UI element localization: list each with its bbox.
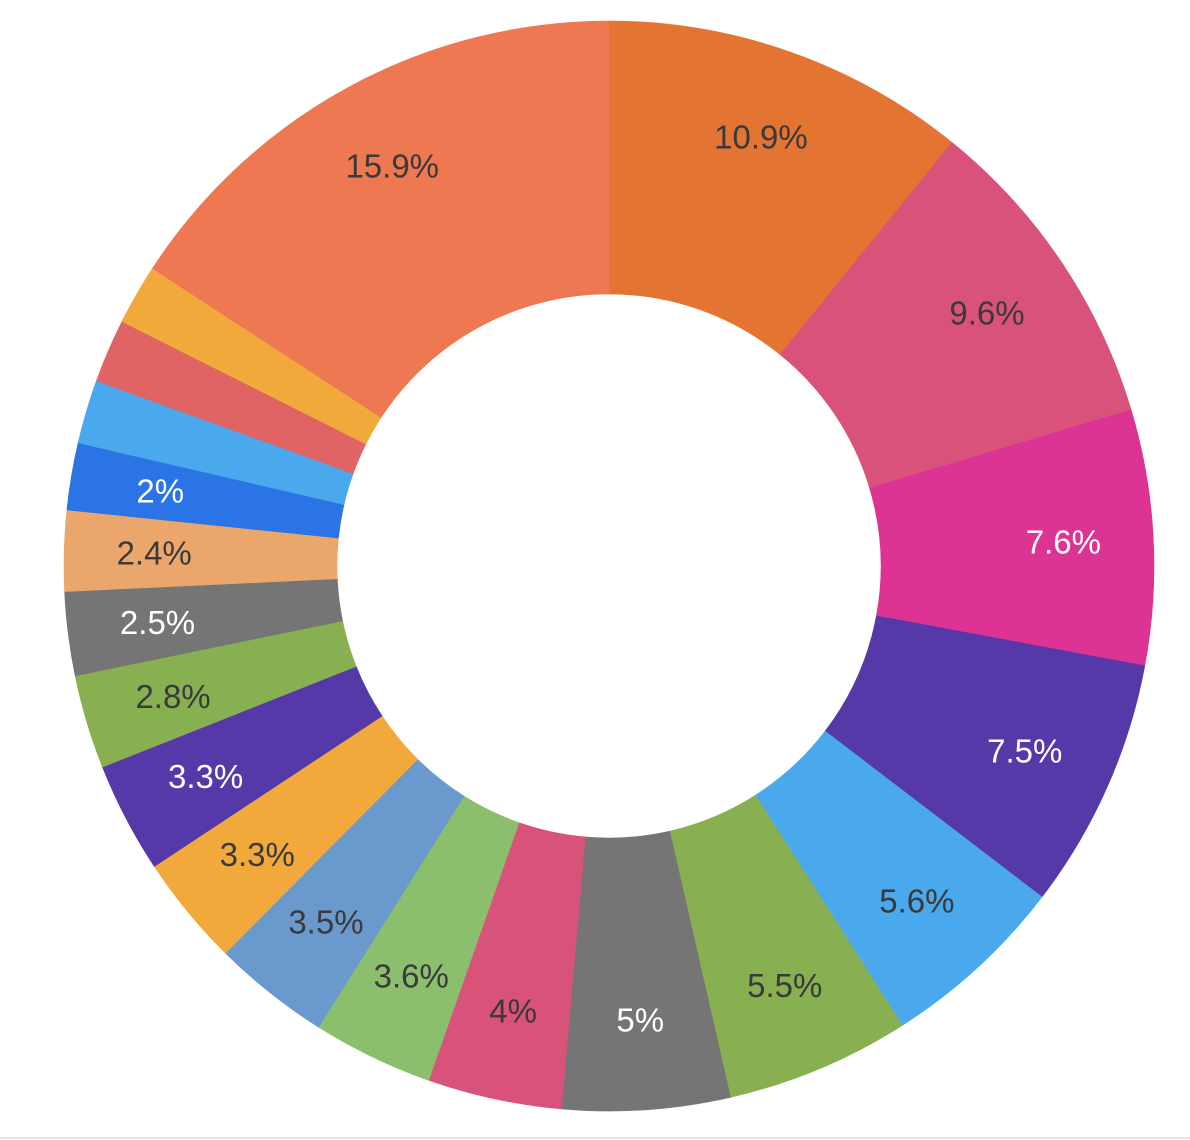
donut-slice-labels: 10.9% 9.6% 7.6% 7.5% 5.6% 5.5% 5% 4% 3.6% 3.5% 3.3… bbox=[117, 119, 1101, 1039]
donut-slices bbox=[63, 20, 1155, 1112]
slice-label-4: 7.5% bbox=[987, 732, 1062, 769]
slice-label-7: 5% bbox=[616, 1001, 664, 1038]
slice-label-16: 2% bbox=[136, 473, 184, 510]
slice-label-12: 3.3% bbox=[168, 758, 243, 795]
slice-label-10: 3.5% bbox=[288, 904, 363, 941]
slice-label-14: 2.5% bbox=[120, 604, 195, 641]
bottom-divider bbox=[0, 1137, 1190, 1139]
slice-label-11: 3.3% bbox=[220, 836, 295, 873]
slice-label-5: 5.6% bbox=[879, 883, 954, 920]
donut-slice-2 bbox=[779, 142, 1132, 489]
slice-label-1: 10.9% bbox=[714, 119, 808, 156]
slice-label-15: 2.4% bbox=[117, 535, 192, 572]
donut-slice-1 bbox=[608, 20, 953, 356]
slice-label-2: 9.6% bbox=[949, 294, 1024, 331]
slice-label-8: 4% bbox=[489, 992, 537, 1029]
slice-label-13: 2.8% bbox=[135, 678, 210, 715]
slice-label-6: 5.5% bbox=[747, 967, 822, 1004]
slice-label-20: 15.9% bbox=[345, 147, 439, 184]
slice-label-9: 3.6% bbox=[374, 957, 449, 994]
donut-slice-20 bbox=[152, 20, 610, 418]
slice-label-3: 7.6% bbox=[1026, 523, 1101, 560]
